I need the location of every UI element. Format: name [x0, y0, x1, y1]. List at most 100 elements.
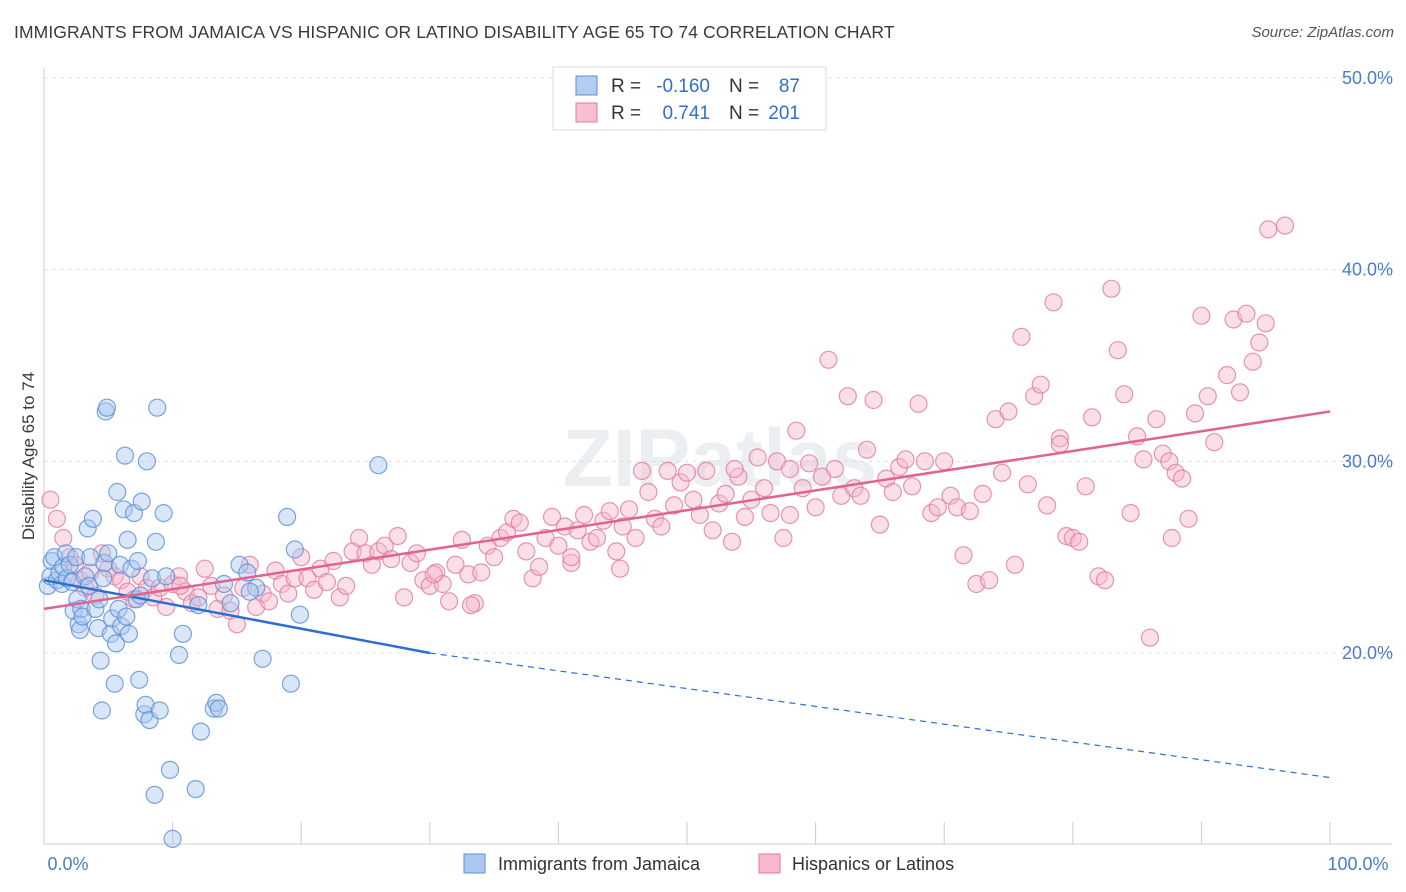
point-hispanic-2	[54, 528, 73, 548]
point-hispanic-192	[725, 459, 744, 479]
point-jamaica-34	[101, 624, 121, 643]
point-jamaica-75	[214, 574, 234, 594]
point-hispanic-61	[427, 563, 446, 582]
point-hispanic-116	[780, 459, 800, 479]
point-hispanic-113	[761, 503, 780, 523]
point-jamaica-60	[146, 532, 165, 551]
point-jamaica-19	[76, 567, 95, 586]
series-hispanic	[41, 216, 1295, 647]
point-hispanic-25	[195, 559, 214, 578]
point-jamaica-54	[135, 705, 154, 724]
point-hispanic-169	[1121, 503, 1140, 523]
point-hispanic-94	[639, 482, 658, 502]
point-jamaica-86	[240, 582, 259, 601]
point-hispanic-12	[112, 571, 131, 590]
data-series	[38, 216, 1295, 849]
point-hispanic-119	[800, 454, 819, 473]
point-hispanic-54	[382, 549, 401, 569]
point-hispanic-0	[41, 490, 60, 509]
point-hispanic-101	[684, 490, 703, 509]
point-hispanic-188	[1250, 333, 1269, 352]
legend-swatch-jamaica	[575, 75, 598, 96]
point-jamaica-42	[114, 500, 133, 519]
point-hispanic-111	[748, 448, 767, 467]
point-hispanic-74	[510, 513, 529, 532]
point-hispanic-151	[1005, 555, 1025, 574]
point-hispanic-132	[883, 482, 902, 502]
point-jamaica-32	[97, 398, 117, 417]
point-hispanic-57	[401, 553, 420, 573]
point-jamaica-74	[209, 699, 228, 718]
point-jamaica-61	[148, 398, 167, 417]
point-hispanic-190	[1259, 220, 1278, 239]
point-jamaica-59	[145, 785, 164, 804]
point-hispanic-198	[562, 548, 581, 567]
point-jamaica-58	[142, 569, 162, 588]
point-hispanic-179	[1185, 404, 1205, 423]
point-jamaica-13	[67, 548, 86, 567]
point-hispanic-45	[324, 551, 343, 571]
point-hispanic-70	[485, 548, 504, 567]
point-hispanic-92	[626, 528, 645, 548]
point-jamaica-41	[112, 617, 131, 636]
point-jamaica-77	[230, 555, 249, 574]
point-jamaica-33	[99, 544, 118, 563]
x-tick-label-min: 0.0%	[47, 854, 88, 874]
point-jamaica-67	[169, 645, 189, 665]
point-hispanic-75	[517, 542, 536, 561]
point-hispanic-139	[928, 498, 947, 517]
point-hispanic-1	[47, 509, 67, 528]
chart-title: IMMIGRANTS FROM JAMAICA VS HISPANIC OR L…	[14, 22, 895, 42]
trend-jamaica-dashed	[429, 652, 1331, 779]
point-jamaica-66	[163, 829, 182, 849]
trend-lines	[43, 410, 1331, 779]
point-hispanic-155	[1031, 375, 1050, 394]
trend-hispanic	[43, 410, 1331, 611]
point-hispanic-154	[1025, 387, 1044, 406]
bottom-legend-label-jamaica: Immigrants from Jamaica	[498, 854, 701, 874]
legend-swatch-hispanic	[575, 102, 598, 123]
point-hispanic-165	[1095, 571, 1115, 590]
point-hispanic-171	[1134, 450, 1153, 469]
point-hispanic-123	[825, 459, 845, 479]
point-hispanic-125	[838, 387, 857, 406]
point-jamaica-76	[221, 594, 240, 613]
point-jamaica-23	[83, 509, 103, 528]
point-hispanic-122	[819, 350, 838, 369]
point-hispanic-156	[1037, 496, 1057, 515]
point-jamaica-39	[109, 599, 128, 619]
point-hispanic-93	[632, 461, 652, 480]
point-hispanic-100	[677, 463, 697, 482]
point-hispanic-90	[613, 517, 632, 536]
point-hispanic-183	[1217, 366, 1237, 385]
point-hispanic-136	[909, 394, 928, 413]
point-hispanic-144	[960, 502, 980, 521]
point-hispanic-107	[722, 532, 742, 551]
point-jamaica-28	[92, 701, 112, 720]
point-hispanic-195	[610, 559, 630, 578]
point-jamaica-71	[191, 722, 210, 741]
point-hispanic-82	[562, 553, 581, 573]
point-jamaica-69	[186, 779, 205, 799]
point-hispanic-140	[935, 452, 954, 471]
point-hispanic-161	[1070, 532, 1089, 551]
point-hispanic-196	[1050, 435, 1070, 454]
point-hispanic-134	[896, 450, 915, 469]
point-hispanic-173	[1147, 410, 1166, 429]
point-jamaica-29	[94, 569, 113, 588]
point-hispanic-68	[472, 563, 491, 582]
point-hispanic-55	[388, 526, 407, 546]
point-jamaica-30	[95, 553, 114, 573]
point-hispanic-76	[523, 569, 542, 588]
point-hispanic-21	[169, 567, 189, 586]
point-jamaica-85	[369, 456, 388, 475]
point-jamaica-64	[157, 567, 176, 586]
point-hispanic-44	[317, 572, 336, 592]
point-hispanic-35	[259, 592, 279, 611]
point-hispanic-193	[461, 595, 481, 615]
y-tick-labels: 20.0% 30.0% 40.0% 50.0%	[1342, 68, 1393, 663]
point-hispanic-200	[424, 565, 443, 584]
point-hispanic-41	[298, 569, 317, 588]
point-hispanic-191	[1275, 216, 1295, 235]
